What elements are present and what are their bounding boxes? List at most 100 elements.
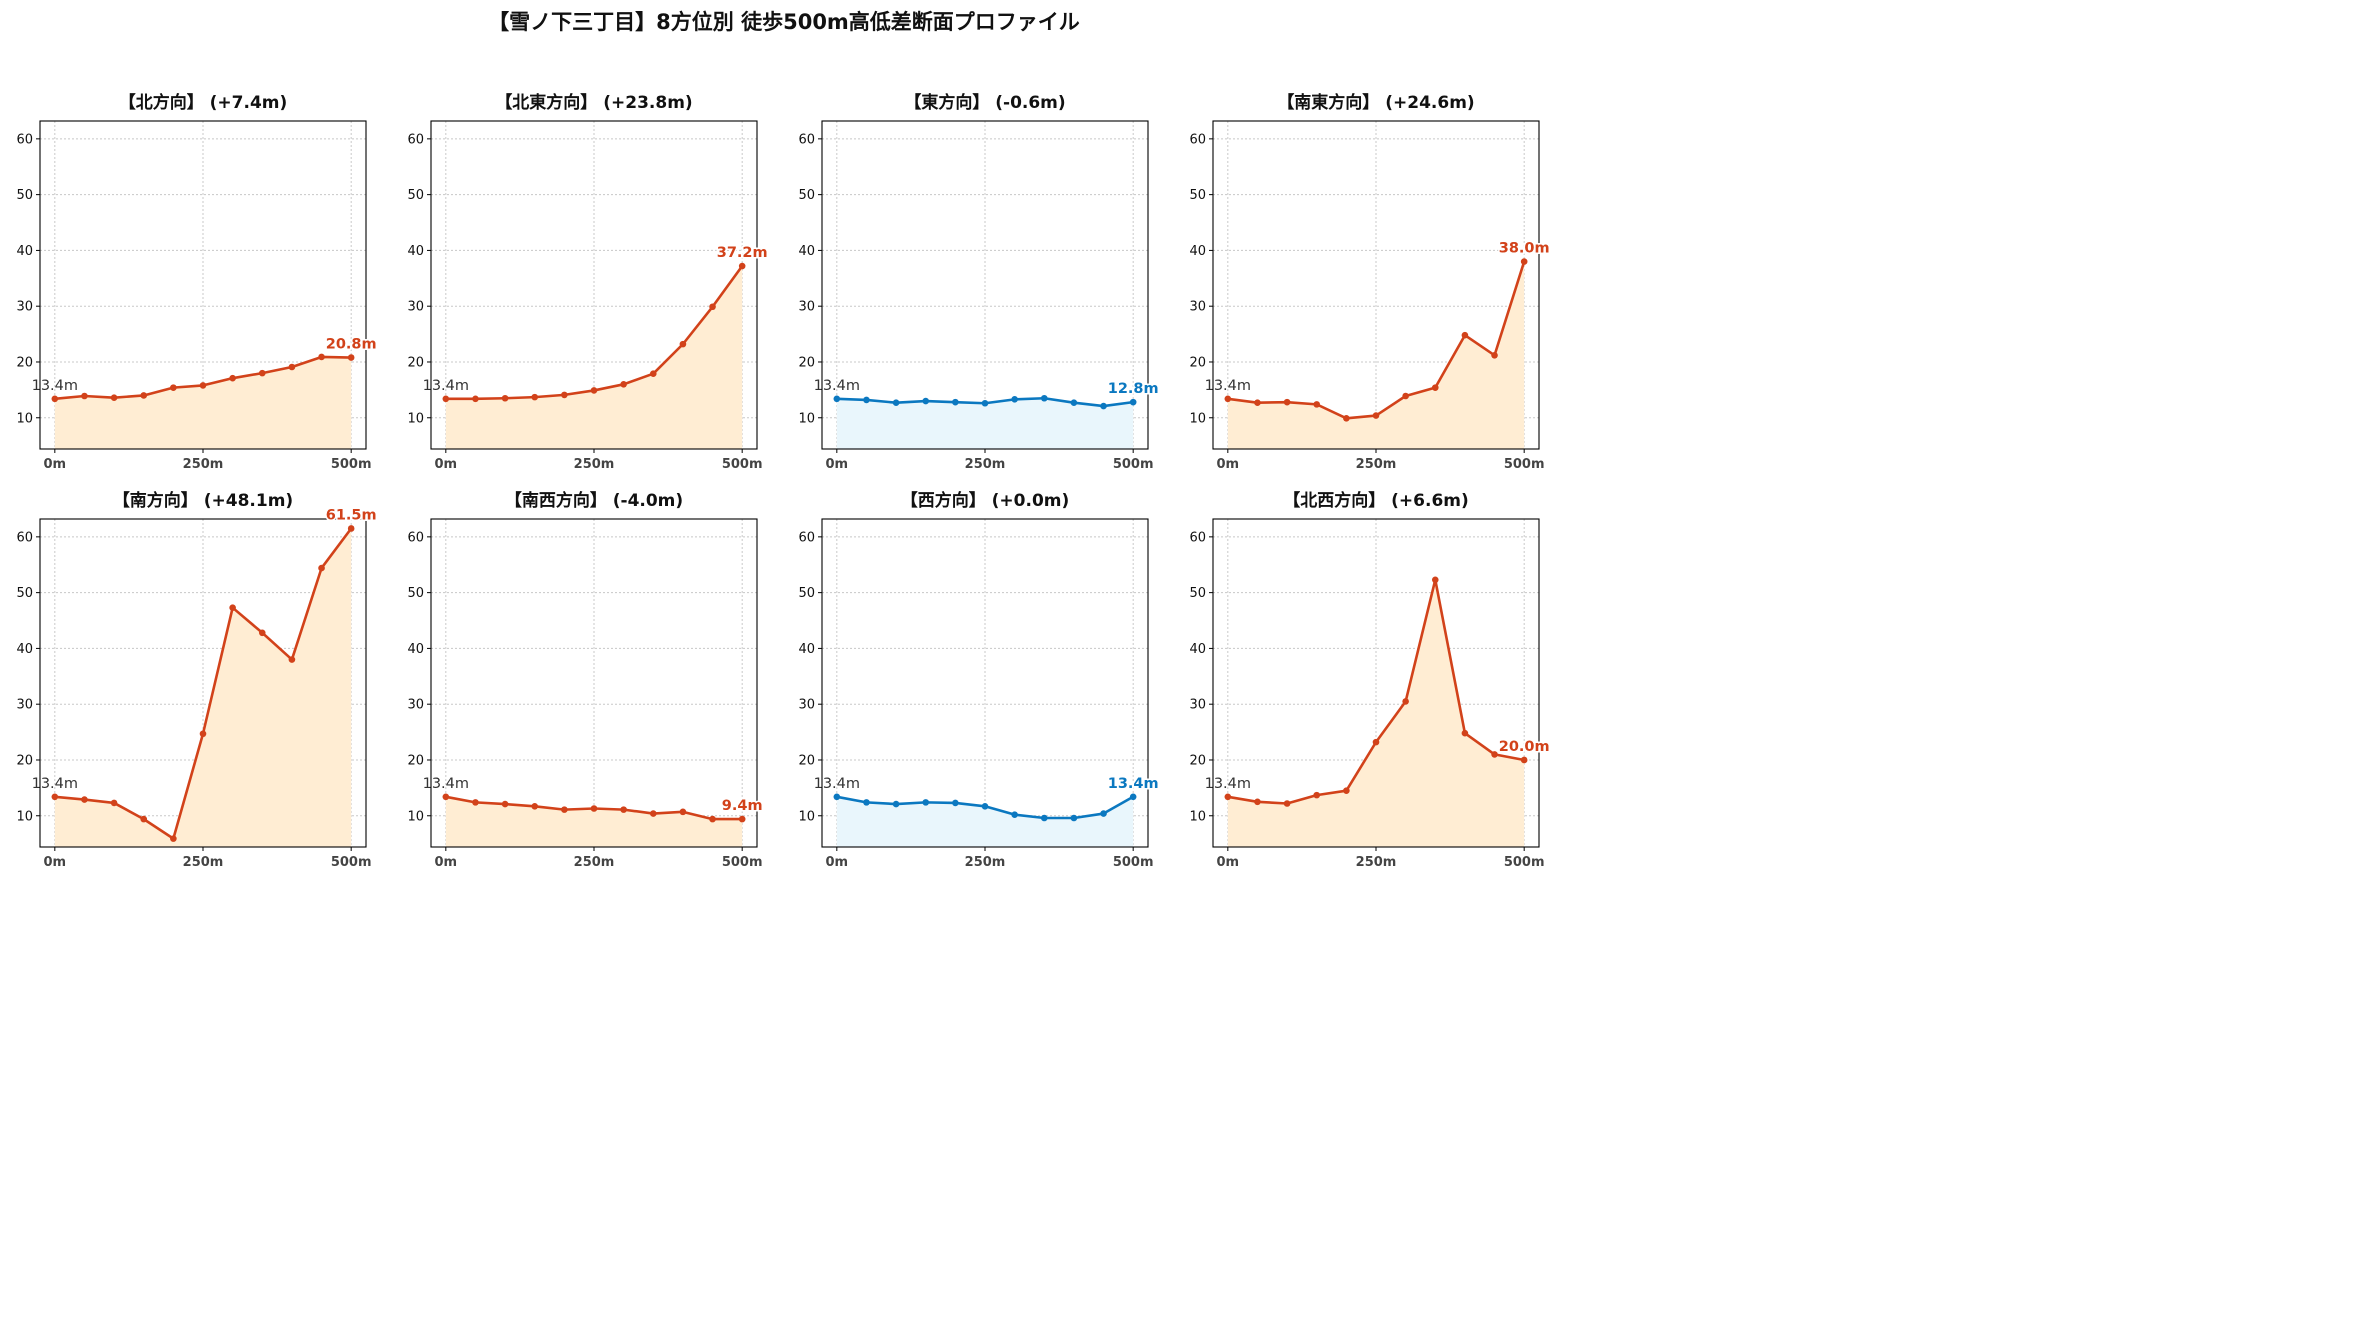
data-point: [472, 395, 479, 403]
data-point: [442, 793, 450, 801]
start-elevation-label: 13.4m: [32, 378, 78, 394]
start-elevation-label: 13.4m: [1205, 776, 1251, 792]
data-point: [952, 398, 959, 406]
data-point: [709, 303, 716, 311]
y-tick-label: 10: [407, 411, 424, 426]
chart-title: 【北方向】 (+7.4m): [119, 92, 288, 113]
data-point: [199, 382, 207, 389]
y-tick-label: 50: [1189, 586, 1206, 601]
data-point: [1461, 729, 1469, 737]
y-tick-label: 10: [1189, 411, 1206, 426]
data-point: [1402, 392, 1409, 400]
start-elevation-label: 13.4m: [32, 776, 78, 792]
y-tick-label: 40: [1189, 244, 1206, 259]
end-elevation-label: 20.8m: [326, 337, 377, 353]
data-point: [679, 340, 687, 348]
x-tick-label: 250m: [183, 457, 224, 472]
data-point: [1040, 814, 1048, 822]
y-tick-label: 20: [1189, 753, 1206, 768]
data-point: [863, 396, 870, 404]
data-point: [1070, 814, 1078, 822]
data-point: [1372, 738, 1380, 746]
y-tick-label: 50: [798, 586, 815, 601]
data-point: [170, 835, 177, 842]
data-point: [1313, 791, 1321, 799]
y-tick-label: 10: [16, 809, 33, 824]
data-point: [81, 796, 88, 803]
data-point: [561, 806, 568, 813]
chart-panel: 【東方向】 (-0.6m) 10 20 30 40 50 60 0m 250m 500m 13.4m…: [798, 92, 1160, 472]
x-tick-label: 500m: [722, 855, 763, 870]
start-elevation-label: 13.4m: [814, 776, 860, 792]
y-tick-label: 50: [1189, 188, 1206, 203]
y-tick-label: 50: [407, 586, 424, 601]
end-elevation-label: 9.4m: [722, 798, 763, 814]
elevation-area: [1227, 579, 1525, 847]
x-tick-label: 0m: [1217, 855, 1240, 870]
x-tick-label: 500m: [722, 457, 763, 472]
y-tick-label: 50: [798, 188, 815, 203]
data-point: [501, 800, 509, 808]
y-tick-label: 10: [16, 411, 33, 426]
end-elevation-label: 20.0m: [1499, 739, 1550, 755]
data-point: [738, 815, 746, 823]
data-point: [51, 793, 59, 801]
data-point: [620, 806, 627, 813]
data-point: [922, 799, 930, 806]
data-point: [531, 393, 539, 401]
y-tick-label: 40: [1189, 642, 1206, 657]
data-point: [1461, 331, 1469, 339]
data-point: [981, 802, 989, 810]
chart-title: 【西方向】 (+0.0m): [901, 490, 1070, 511]
x-tick-label: 0m: [1217, 457, 1240, 472]
data-point: [81, 392, 88, 400]
y-tick-label: 20: [798, 753, 815, 768]
data-point: [140, 815, 148, 823]
data-point: [51, 395, 59, 403]
data-point: [590, 387, 598, 394]
chart-panel: 【北西方向】 (+6.6m) 10 20 30 40 50 60 0m 250m 500m 13.4…: [1189, 490, 1551, 870]
x-tick-label: 250m: [1356, 855, 1397, 870]
y-tick-label: 40: [16, 642, 33, 657]
y-tick-label: 30: [16, 698, 33, 713]
y-tick-label: 20: [1189, 355, 1206, 370]
y-tick-label: 60: [16, 530, 33, 545]
data-point: [140, 392, 148, 399]
data-point: [229, 604, 236, 611]
data-point: [1491, 351, 1498, 359]
y-tick-label: 30: [407, 300, 424, 315]
data-point: [952, 799, 959, 807]
chart-title: 【北西方向】 (+6.6m): [1283, 490, 1469, 511]
start-elevation-label: 13.4m: [1205, 378, 1251, 394]
y-tick-label: 30: [1189, 300, 1206, 315]
elevation-area: [445, 266, 743, 449]
start-elevation-label: 13.4m: [423, 776, 469, 792]
data-point: [981, 399, 989, 407]
data-point: [531, 802, 539, 810]
data-point: [1520, 258, 1528, 265]
chart-title: 【南方向】 (+48.1m): [113, 490, 293, 511]
data-point: [1254, 399, 1261, 407]
y-tick-label: 40: [407, 244, 424, 259]
data-point: [649, 810, 657, 817]
data-point: [649, 370, 657, 377]
data-point: [1431, 384, 1439, 391]
y-tick-label: 60: [407, 132, 424, 147]
y-tick-label: 50: [407, 188, 424, 203]
elevation-area: [445, 796, 743, 847]
data-point: [199, 730, 207, 738]
data-point: [110, 799, 118, 807]
data-point: [1040, 394, 1048, 402]
data-point: [318, 353, 325, 361]
y-tick-label: 60: [1189, 132, 1206, 147]
data-point: [709, 815, 716, 823]
y-tick-label: 20: [407, 753, 424, 768]
data-point: [472, 799, 479, 806]
y-tick-label: 40: [798, 642, 815, 657]
data-point: [1100, 402, 1107, 410]
data-point: [833, 793, 841, 801]
y-tick-label: 10: [798, 809, 815, 824]
end-elevation-label: 12.8m: [1108, 381, 1159, 397]
y-tick-label: 40: [407, 642, 424, 657]
